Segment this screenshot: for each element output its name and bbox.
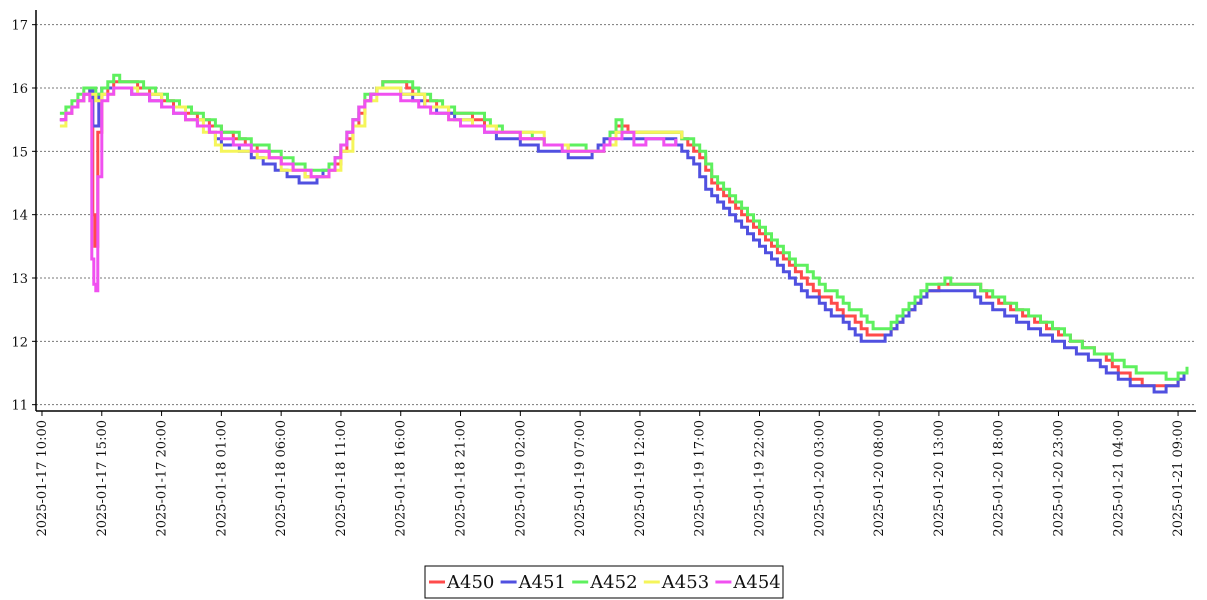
y-tick-label: 15 <box>11 145 28 160</box>
x-tick-label: 2025-01-20 23:00 <box>1051 420 1066 537</box>
x-tick-label: 2025-01-17 15:00 <box>95 420 110 537</box>
legend-label: A454 <box>732 572 780 593</box>
series-line-A451 <box>59 86 1186 394</box>
x-tick-label: 2025-01-18 06:00 <box>274 420 289 537</box>
legend-item-A452: A452 <box>572 572 638 593</box>
x-tick-label: 2025-01-17 10:00 <box>35 420 50 537</box>
legend-label: A451 <box>518 572 566 593</box>
y-tick-label: 17 <box>11 19 28 34</box>
y-tick-label: 14 <box>11 209 28 224</box>
x-tick-label: 2025-01-19 12:00 <box>633 420 648 537</box>
legend-item-A453: A453 <box>643 572 709 593</box>
x-tick-label: 2025-01-20 03:00 <box>812 420 827 537</box>
x-tick-label: 2025-01-21 09:00 <box>1171 420 1186 537</box>
x-tick-label: 2025-01-18 16:00 <box>394 420 409 537</box>
series-group <box>59 73 1189 394</box>
x-tick-label: 2025-01-19 22:00 <box>753 420 768 537</box>
x-tick-label: 2025-01-18 01:00 <box>214 420 229 537</box>
y-tick-label: 11 <box>11 399 28 414</box>
x-tick-label: 2025-01-17 20:00 <box>155 420 170 537</box>
legend-label: A450 <box>446 572 494 593</box>
x-tick-label: 2025-01-20 13:00 <box>932 420 947 537</box>
y-tick-label: 16 <box>11 82 28 97</box>
legend-item-A454: A454 <box>715 572 781 593</box>
x-tick-label: 2025-01-18 21:00 <box>454 420 469 537</box>
x-tick-label: 2025-01-19 17:00 <box>693 420 708 537</box>
x-tick-label: 2025-01-19 02:00 <box>513 420 528 537</box>
legend-item-A451: A451 <box>500 572 566 593</box>
axes: 11 12 13 14 15 16 17 2025-01-17 10:00 2025-01-17… <box>11 10 1196 537</box>
legend-item-A450: A450 <box>429 572 494 593</box>
legend-label: A453 <box>661 572 709 593</box>
series-line-A454 <box>59 86 678 293</box>
y-tick-label: 12 <box>11 335 28 350</box>
y-tick-label: 13 <box>11 272 28 287</box>
legend: A450 A451 A452 A453 A454 <box>424 565 784 599</box>
legend-label: A452 <box>589 572 637 593</box>
series-line-A453 <box>59 86 684 179</box>
x-tick-label: 2025-01-18 11:00 <box>334 420 349 537</box>
x-tick-label: 2025-01-20 18:00 <box>992 420 1007 537</box>
x-tick-label: 2025-01-19 07:00 <box>573 420 588 537</box>
x-tick-label: 2025-01-20 08:00 <box>872 420 887 537</box>
y-gridlines <box>36 24 1196 406</box>
x-tick-label: 2025-01-21 04:00 <box>1111 420 1126 537</box>
